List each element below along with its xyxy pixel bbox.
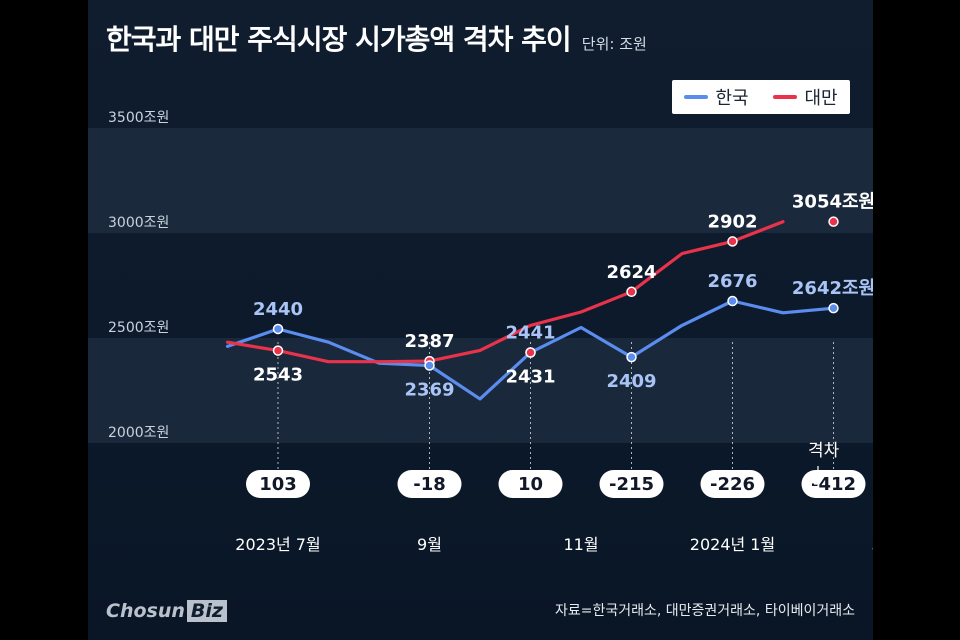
band-2000-2500 — [88, 338, 873, 443]
x-tick-label: 2024년 1월 — [690, 535, 775, 554]
series-line-taiwan — [225, 220, 785, 364]
y-tick-label: 2500조원 — [108, 320, 169, 336]
y-tick-label: 3000조원 — [108, 215, 169, 231]
gap-value: -215 — [609, 474, 654, 495]
data-label: 3054조원 — [792, 192, 873, 213]
data-point — [727, 236, 738, 247]
gap-value: -412 — [811, 474, 856, 495]
x-tick-label: 2023년 7월 — [235, 535, 320, 554]
data-point — [626, 286, 637, 298]
legend-item-korea: 한국 — [684, 84, 749, 110]
gap-pill — [397, 470, 462, 498]
unit-label: 단위: 조원 — [581, 35, 647, 53]
data-point — [727, 295, 738, 307]
source-note: 자료=한국거래소, 대만증권거래소, 타이베이거래소 — [554, 603, 855, 619]
data-point — [272, 323, 284, 335]
data-label: 2369 — [404, 380, 454, 401]
data-label: 2431 — [505, 366, 555, 387]
data-label: 2642조원 — [792, 278, 873, 299]
y-tick-label: 2000조원 — [108, 425, 169, 441]
data-point — [272, 345, 284, 356]
legend-label-taiwan: 대만 — [804, 88, 838, 109]
data-label: 2543 — [253, 365, 303, 386]
legend-label-korea: 한국 — [715, 88, 749, 109]
chart-card: 3500조원 3000조원 2500조원 2000조원 2440 2543 2387 2369… — [88, 0, 873, 640]
data-label: 2440 — [253, 299, 303, 320]
legend-swatch-taiwan — [773, 95, 798, 99]
gap-value: -18 — [413, 474, 446, 495]
data-label: 2676 — [707, 271, 757, 292]
x-tick-label: 3월 — [872, 535, 873, 554]
y-tick-label: 3500조원 — [108, 110, 169, 126]
gap-value: 10 — [518, 474, 543, 495]
legend: 한국 대만 — [672, 80, 850, 114]
data-label: 2624 — [606, 262, 656, 283]
data-label: 2902 — [707, 211, 757, 232]
legend-item-taiwan: 대만 — [773, 84, 838, 110]
gap-pill — [599, 470, 664, 498]
data-label: 2441 — [505, 322, 555, 343]
legend-swatch-korea — [684, 95, 709, 99]
data-point — [828, 216, 839, 227]
gap-pill — [498, 470, 563, 498]
logo: Chosun Biz — [106, 600, 227, 622]
data-point — [626, 351, 637, 363]
gap-connector — [814, 466, 819, 485]
data-point — [828, 302, 839, 314]
data-point — [424, 360, 435, 371]
data-label: 2387 — [404, 331, 454, 352]
band-3000-3500 — [88, 128, 873, 233]
chart-title: 한국과 대만 주식시장 시가총액 격차 추이 — [106, 23, 572, 56]
title-block: 한국과 대만 주식시장 시가총액 격차 추이 단위: 조원 — [106, 18, 647, 58]
gap-pill — [246, 470, 310, 498]
gap-title: 격차 — [808, 441, 840, 461]
data-label: 2409 — [606, 371, 656, 392]
gap-value: -226 — [710, 474, 755, 495]
x-tick-label: 11월 — [563, 535, 598, 554]
gap-value: 103 — [259, 474, 297, 495]
data-point — [525, 347, 536, 358]
x-tick-label: 9월 — [417, 535, 442, 554]
logo-sub: Biz — [186, 600, 227, 622]
logo-main: Chosun — [106, 600, 185, 622]
gap-pill — [700, 470, 765, 498]
line-chart: 3500조원 3000조원 2500조원 2000조원 2440 2543 2387 2369… — [88, 110, 873, 554]
